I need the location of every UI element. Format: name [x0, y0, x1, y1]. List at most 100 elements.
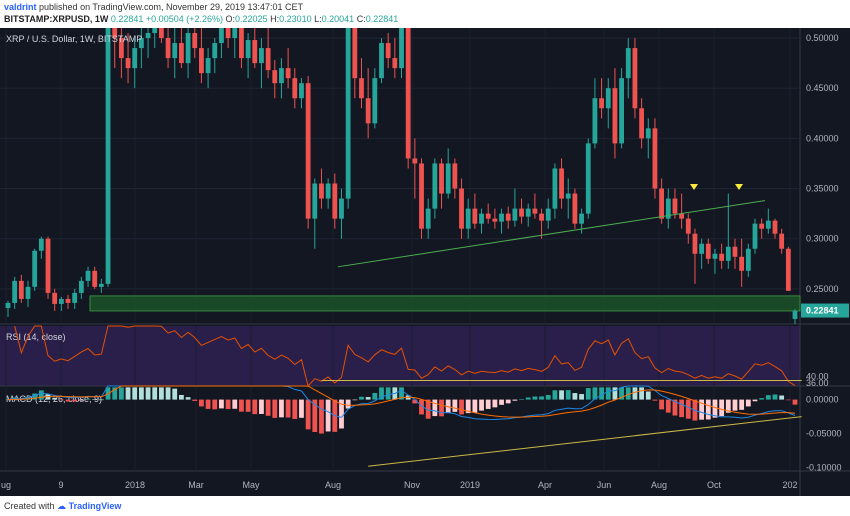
- candle: [579, 213, 584, 224]
- candle: [165, 38, 171, 59]
- candle: [145, 33, 151, 39]
- macd-histogram-bar: [5, 399, 11, 401]
- candle: [172, 43, 178, 59]
- candle: [425, 208, 431, 229]
- candle: [792, 310, 798, 319]
- candle: [505, 213, 511, 221]
- candle: [138, 38, 144, 49]
- candle: [299, 83, 304, 99]
- macd-histogram-bar: [425, 399, 431, 419]
- published-text: published on TradingView.com, November 2…: [39, 2, 304, 12]
- macd-histogram-bar: [432, 399, 438, 417]
- macd-histogram-bar: [38, 390, 44, 400]
- candle: [312, 183, 318, 219]
- x-tick-label: Jun: [597, 480, 612, 490]
- open-value: 0.22025: [235, 14, 268, 24]
- x-tick-label: Aug: [651, 480, 667, 490]
- macd-histogram-bar: [612, 387, 618, 400]
- created-with-text: Created with: [4, 501, 55, 511]
- macd-histogram-bar: [579, 394, 584, 400]
- macd-histogram-bar: [732, 399, 738, 411]
- macd-histogram-bar: [512, 399, 518, 401]
- author-link[interactable]: valdrint: [4, 2, 37, 12]
- macd-histogram-bar: [138, 387, 144, 400]
- candle: [592, 98, 598, 144]
- x-tick-label: 202: [782, 480, 797, 490]
- candle: [85, 270, 91, 281]
- candle: [492, 218, 498, 222]
- candle: [639, 108, 645, 139]
- x-tick-label: 9: [58, 480, 63, 490]
- rsi-legend: RSI (14, close): [6, 332, 66, 342]
- candle: [599, 98, 604, 109]
- publish-line: valdrint published on TradingView.com, N…: [4, 2, 303, 12]
- candle: [259, 48, 264, 64]
- candle: [372, 78, 378, 124]
- candle: [245, 40, 251, 59]
- y-tick-label: 0.30000: [806, 234, 839, 244]
- x-tick-label: ug: [1, 480, 11, 490]
- macd-histogram-bar: [185, 397, 191, 400]
- macd-histogram-bar: [539, 396, 544, 400]
- candle: [285, 68, 291, 79]
- tradingview-brand[interactable]: TradingView: [68, 501, 122, 511]
- candle: [585, 143, 591, 214]
- candle: [405, 28, 411, 159]
- macd-histogram-bar: [632, 387, 638, 400]
- candle: [412, 158, 418, 164]
- macd-histogram-bar: [32, 393, 38, 400]
- x-tick-label: Nov: [404, 480, 421, 490]
- created-with: Created with ☁ TradingView: [4, 501, 121, 512]
- macd-histogram-bar: [552, 390, 558, 400]
- macd-histogram-bar: [759, 398, 765, 400]
- x-tick-label: Oct: [707, 480, 722, 490]
- candle: [365, 98, 371, 124]
- candle: [292, 78, 298, 99]
- macd-histogram-bar: [232, 399, 238, 409]
- macd-histogram-bar: [345, 399, 351, 409]
- x-tick-label: 2019: [460, 480, 480, 490]
- candle: [665, 198, 671, 219]
- candle: [632, 48, 638, 109]
- macd-histogram-bar: [319, 399, 324, 434]
- support-zone: [89, 295, 801, 312]
- candle: [512, 208, 518, 221]
- macd-histogram-bar: [492, 399, 498, 408]
- candle: [219, 28, 224, 44]
- ohlc-line: BITSTAMP:XRPUSD, 1W 0.22841 +0.00504 (+2…: [4, 14, 398, 24]
- candle: [472, 208, 478, 224]
- candle: [38, 238, 44, 251]
- x-tick-label: May: [242, 480, 260, 490]
- macd-histogram-bar: [158, 387, 164, 400]
- macd-histogram-bar: [679, 399, 685, 418]
- macd-histogram-bar: [78, 399, 84, 401]
- macd-histogram-bar: [65, 399, 71, 402]
- macd-histogram-bar: [272, 399, 278, 418]
- candle: [125, 58, 131, 69]
- candle: [205, 58, 211, 74]
- macd-histogram-bar: [285, 399, 291, 418]
- candle: [532, 208, 538, 214]
- high-value: 0.23010: [279, 14, 312, 24]
- chart-svg[interactable]: 0.50000 0.45000 0.40000 0.35000 0.30000 0.250…: [0, 25, 850, 496]
- macd-histogram-bar: [659, 399, 665, 410]
- macd-histogram-bar: [259, 399, 264, 414]
- macd-histogram-bar: [745, 399, 751, 407]
- macd-histogram-bar: [645, 391, 651, 400]
- candle: [719, 253, 725, 261]
- close-label: C:: [356, 14, 366, 24]
- macd-histogram-bar: [352, 399, 358, 401]
- candle: [345, 28, 351, 199]
- macd-histogram-bar: [619, 387, 624, 400]
- macd-histogram-bar: [312, 399, 318, 432]
- candle: [52, 292, 58, 304]
- macd-tick-label: 0.00000: [806, 395, 839, 405]
- candle: [319, 183, 324, 199]
- candle: [45, 238, 51, 293]
- chart-area[interactable]: 0.50000 0.45000 0.40000 0.35000 0.30000 0.250…: [0, 25, 850, 496]
- candle: [785, 248, 791, 291]
- candle: [452, 163, 458, 189]
- candle: [179, 43, 184, 64]
- macd-histogram-bar: [112, 387, 118, 400]
- macd-histogram-bar: [132, 387, 138, 400]
